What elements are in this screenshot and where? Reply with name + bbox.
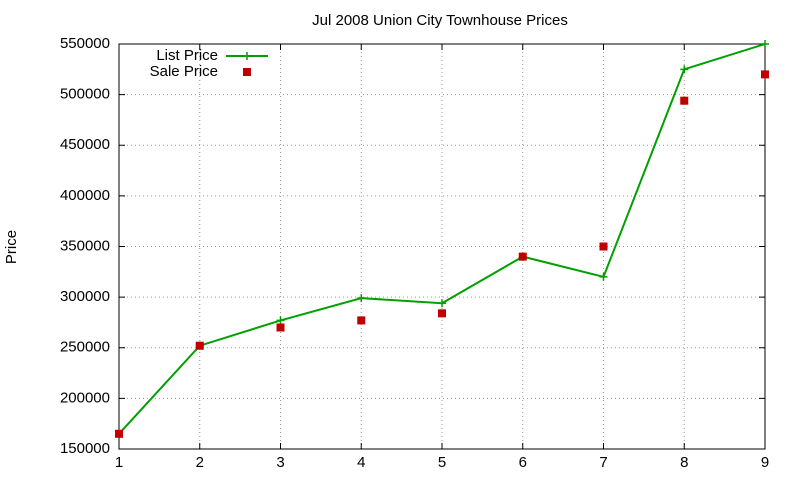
x-tick-label: 8 xyxy=(680,454,688,471)
y-tick-label: 400000 xyxy=(60,187,110,204)
x-tick-label: 9 xyxy=(761,454,769,471)
y-tick-label: 150000 xyxy=(60,440,110,457)
y-tick-label: 450000 xyxy=(60,136,110,153)
data-point xyxy=(518,252,527,261)
data-point xyxy=(761,70,769,79)
y-tick-label: 350000 xyxy=(60,237,110,254)
data-point xyxy=(276,316,285,325)
x-tick-label: 6 xyxy=(519,454,527,471)
x-tick-label: 4 xyxy=(357,454,365,471)
y-tick-label: 500000 xyxy=(60,86,110,103)
data-point xyxy=(680,65,689,74)
data-point xyxy=(357,316,366,325)
legend-marker xyxy=(243,68,251,76)
data-point xyxy=(599,242,608,251)
x-tick-label: 1 xyxy=(115,454,123,471)
y-tick-label: 550000 xyxy=(60,35,110,52)
data-point xyxy=(115,429,123,438)
y-tick-label: 250000 xyxy=(60,339,110,356)
x-tick-label: 7 xyxy=(599,454,607,471)
data-point xyxy=(438,309,446,318)
legend-marker xyxy=(243,52,251,60)
plot-frame xyxy=(118,43,766,450)
y-axis-label: Price xyxy=(3,230,20,264)
data-point xyxy=(357,294,366,303)
legend-label: Sale Price xyxy=(150,63,218,80)
x-tick-label: 3 xyxy=(276,454,284,471)
data-point xyxy=(761,40,769,48)
data-point xyxy=(276,323,285,332)
data-point xyxy=(195,341,204,350)
data-point xyxy=(438,299,446,308)
data-point xyxy=(680,96,689,105)
x-tick-label: 2 xyxy=(196,454,204,471)
y-tick-label: 300000 xyxy=(60,288,110,305)
legend-label: List Price xyxy=(156,47,218,64)
x-tick-label: 5 xyxy=(438,454,446,471)
chart-title: Jul 2008 Union City Townhouse Prices xyxy=(312,12,568,29)
y-tick-label: 200000 xyxy=(60,389,110,406)
data-point xyxy=(599,272,608,281)
